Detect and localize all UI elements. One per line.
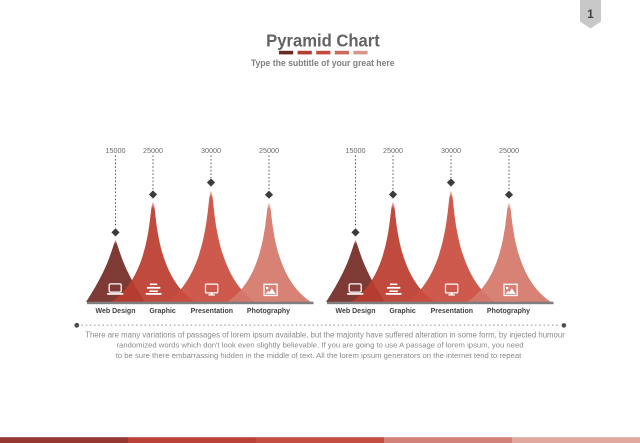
svg-text:Photography: Photography [487, 308, 530, 315]
svg-text:1: 1 [587, 9, 594, 21]
svg-text:25000: 25000 [259, 146, 279, 155]
svg-text:randomized words which don't l: randomized words which don't look even s… [116, 341, 523, 350]
svg-text:to be sure there embarrassing: to be sure there embarrassing hidden in … [116, 351, 522, 360]
svg-text:15000: 15000 [346, 146, 366, 155]
svg-text:Graphic: Graphic [389, 308, 416, 315]
svg-text:Presentation: Presentation [191, 308, 233, 315]
svg-text:Presentation: Presentation [431, 308, 473, 315]
svg-text:25000: 25000 [499, 146, 519, 155]
svg-text:Pyramid Chart: Pyramid Chart [266, 31, 380, 50]
svg-text:25000: 25000 [383, 146, 403, 155]
svg-text:Web Design: Web Design [336, 308, 376, 315]
svg-text:30000: 30000 [201, 146, 221, 155]
svg-text:30000: 30000 [441, 146, 461, 155]
svg-text:Graphic: Graphic [149, 308, 176, 315]
svg-text:Photography: Photography [247, 308, 290, 315]
svg-text:Type the subtitle of your grea: Type the subtitle of your great here [251, 58, 395, 68]
svg-text:Web Design: Web Design [96, 308, 136, 315]
svg-text:25000: 25000 [143, 146, 163, 155]
svg-text:There are many variations of p: There are many variations of passages of… [85, 330, 565, 339]
svg-text:15000: 15000 [106, 146, 126, 155]
